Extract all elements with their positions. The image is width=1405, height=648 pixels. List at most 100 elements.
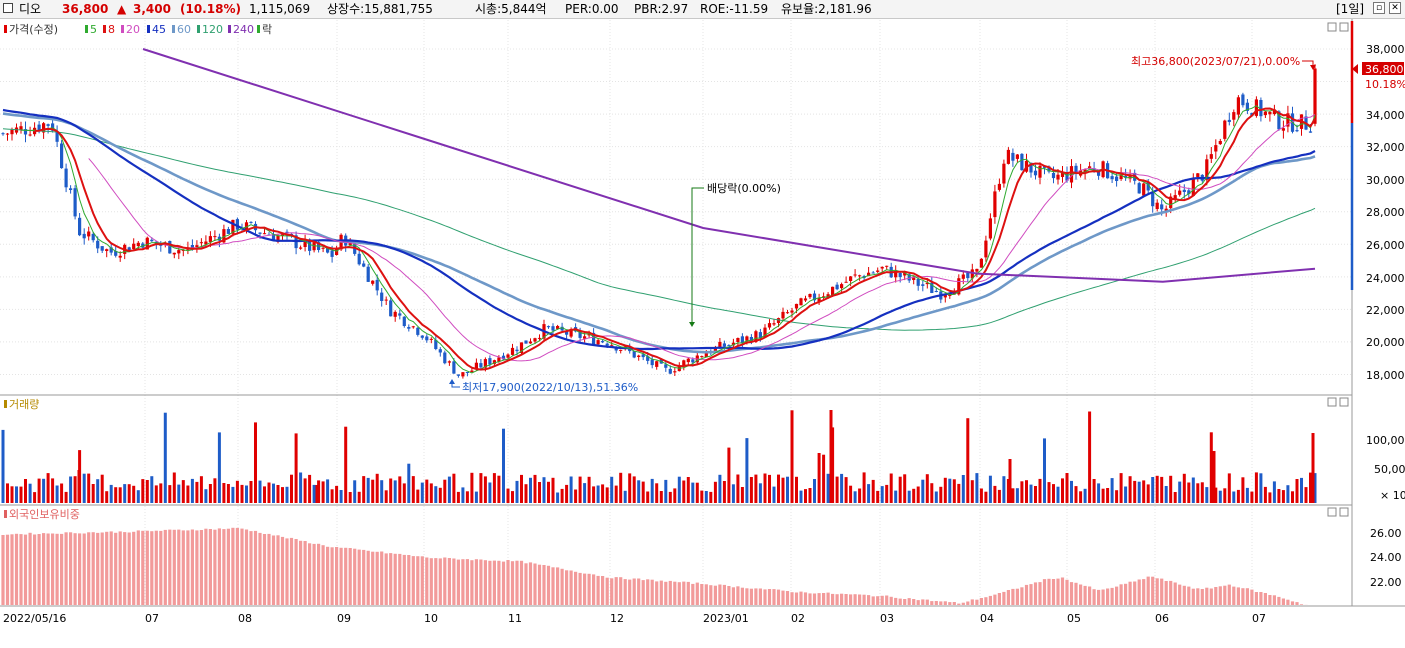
volume-bar — [547, 481, 550, 503]
candle-body — [483, 359, 487, 368]
close-icon[interactable]: ✕ — [1389, 2, 1401, 14]
foreign-bar — [749, 588, 753, 605]
volume-bar — [384, 490, 388, 503]
foreign-bar — [767, 589, 772, 605]
candle-body — [537, 337, 542, 339]
panel-buttons[interactable] — [1327, 22, 1349, 517]
volume-bar — [844, 477, 848, 503]
candle-body — [1308, 131, 1313, 133]
ma-line-120 — [2, 128, 1316, 331]
foreign-bar — [366, 550, 370, 605]
volume-bar — [975, 473, 979, 503]
candle-body — [691, 359, 695, 363]
volume-bar — [1101, 488, 1105, 503]
foreign-bar — [632, 578, 636, 605]
foreign-bar — [1, 535, 5, 605]
foreign-bar — [1042, 579, 1047, 605]
volume-bar — [488, 482, 492, 503]
volume-bar — [632, 476, 636, 503]
foreign-bar — [1151, 576, 1155, 605]
volume-bar — [1061, 478, 1064, 503]
volume-bar — [60, 483, 64, 503]
volume-bar — [709, 491, 713, 503]
select-checkbox[interactable] — [3, 3, 13, 13]
foreign-bar — [159, 530, 163, 605]
restore-icon[interactable]: ▫ — [1373, 2, 1385, 14]
foreign-bar — [150, 531, 154, 605]
candle-body — [817, 298, 821, 303]
candle-body — [772, 323, 776, 325]
candle-body — [1232, 112, 1236, 120]
y-tick: 38,000 — [1366, 43, 1405, 56]
volume-bar — [362, 476, 366, 503]
candle-body — [510, 347, 515, 355]
foreign-bar — [700, 584, 704, 605]
volume-bar — [42, 478, 46, 503]
foreign-bar — [858, 594, 862, 605]
volume-bar — [772, 486, 776, 503]
volume-bar — [315, 485, 319, 503]
candle-body — [479, 363, 483, 368]
foreign-bar — [966, 601, 970, 605]
candle-body — [1263, 111, 1267, 116]
foreign-bar — [429, 558, 433, 605]
foreign-bar — [822, 593, 826, 605]
volume-bar — [1178, 481, 1182, 503]
volume-bar — [921, 479, 925, 503]
volume-bar — [1200, 482, 1204, 503]
volume-bar — [105, 491, 109, 503]
volume-bar — [1038, 478, 1042, 503]
candle-body — [1146, 182, 1150, 191]
candle-body — [1259, 100, 1263, 117]
volume-bar — [389, 478, 393, 503]
foreign-bar — [1020, 587, 1024, 605]
volume-bar — [907, 490, 911, 503]
foreign-bar — [235, 527, 239, 605]
period-label[interactable]: [1일] — [1336, 2, 1365, 16]
volume-bar — [163, 412, 167, 503]
foreign-bar — [398, 553, 402, 605]
price-legend: 가격(수정) 5 8 20 45 60 120 240 락 — [4, 23, 272, 36]
volume-unit: × 10 — [1380, 489, 1405, 502]
foreign-bar — [975, 599, 979, 605]
volume-bar — [267, 482, 271, 503]
foreign-bar — [1015, 588, 1019, 605]
foreign-y-tick: 22.00 — [1370, 576, 1402, 589]
candle-body — [898, 273, 902, 278]
candle-body — [754, 331, 758, 343]
foreign-bar — [1033, 582, 1038, 605]
candle-body — [109, 247, 113, 253]
candle-body — [970, 269, 974, 279]
candle-body — [1124, 176, 1128, 178]
per-value: PER:0.00 — [565, 2, 619, 16]
foreign-bar — [267, 533, 271, 605]
volume-bar — [452, 473, 456, 503]
foreign-bar — [114, 532, 118, 605]
volume-bar — [429, 483, 433, 503]
volume-bar — [407, 463, 411, 503]
volume-bar — [46, 473, 50, 503]
volume-bar — [1097, 483, 1101, 503]
foreign-bar — [51, 533, 55, 605]
candle-body — [114, 251, 118, 256]
candle-body — [1033, 170, 1038, 176]
volume-bar — [804, 489, 807, 503]
foreign-bar — [664, 581, 668, 605]
candle-body — [853, 274, 857, 276]
volume-bar — [249, 481, 253, 503]
volume-bar — [533, 474, 537, 503]
candle-body — [470, 370, 474, 372]
volume-bar — [177, 484, 181, 503]
candle-body — [398, 313, 402, 316]
foreign-bar — [691, 583, 695, 605]
foreign-bar — [1200, 589, 1204, 605]
foreign-bar — [249, 531, 253, 605]
candle-body — [145, 237, 149, 250]
foreign-bar — [524, 563, 528, 605]
candle-body — [384, 299, 388, 301]
volume-bar — [434, 486, 438, 503]
volume-bar — [181, 480, 185, 503]
foreign-bar — [461, 559, 465, 605]
foreign-bar — [1069, 582, 1074, 605]
